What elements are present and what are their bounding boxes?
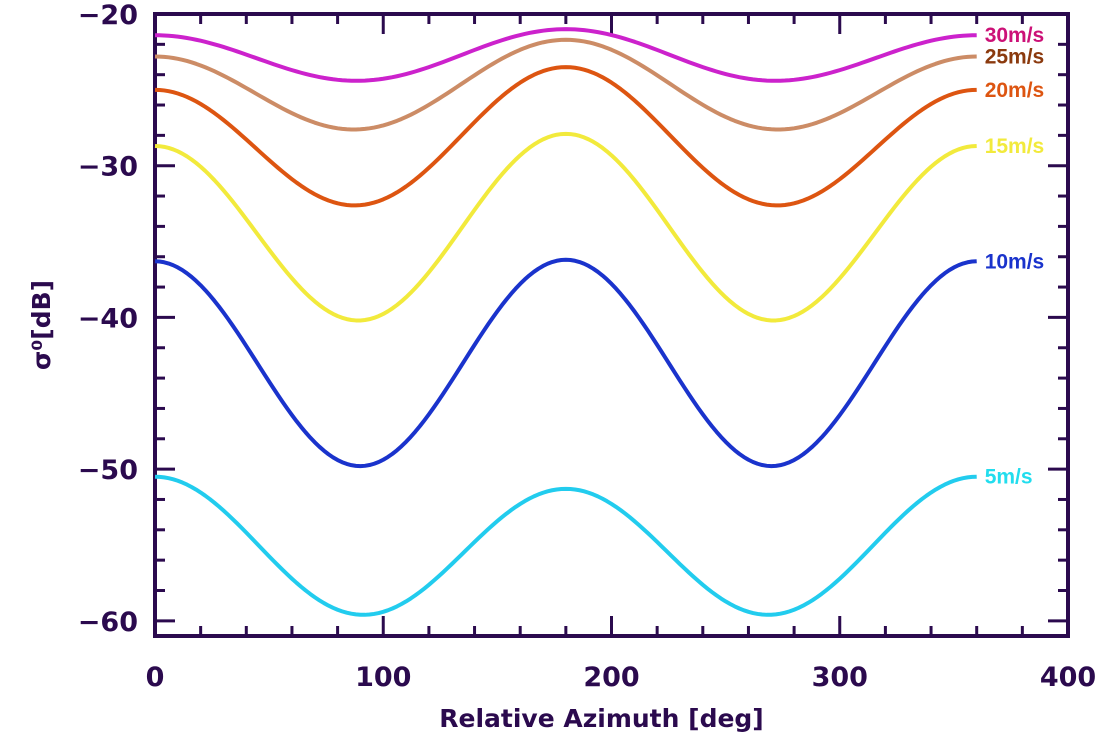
x-tick-label: 400 <box>1040 662 1096 693</box>
x-axis-title: Relative Azimuth [deg] <box>439 704 764 733</box>
y-tick-label: −30 <box>78 152 138 183</box>
x-tick-label: 300 <box>812 662 868 693</box>
series-line <box>154 474 977 617</box>
series-label: 25m/s <box>985 45 1045 68</box>
y-tick-label: −20 <box>78 0 138 31</box>
x-tick-label: 200 <box>583 662 639 693</box>
series-line <box>154 27 977 83</box>
x-tick-labels: 0 100 200 300 400 <box>146 662 1097 693</box>
x-tick-label: 0 <box>146 662 165 693</box>
series-label: 10m/s <box>985 250 1045 273</box>
y-tick-label: −60 <box>78 607 138 638</box>
series-line <box>154 257 977 469</box>
y-tick-label: −40 <box>78 303 138 334</box>
y-axis-title: σ⁰[dB] <box>27 280 56 370</box>
y-tick-labels: −60 −50 −40 −30 −20 <box>78 0 138 638</box>
plot-frame <box>153 12 1070 638</box>
series-label: 30m/s <box>985 24 1045 47</box>
series-line <box>154 37 977 132</box>
series-label: 5m/s <box>985 466 1033 489</box>
series-label: 20m/s <box>985 79 1045 102</box>
series-line <box>154 65 977 208</box>
series-label: 15m/s <box>985 135 1045 158</box>
axis-ticks <box>153 12 1070 636</box>
series-layer <box>154 27 977 617</box>
x-tick-label: 100 <box>355 662 411 693</box>
y-tick-label: −50 <box>78 455 138 486</box>
series-line <box>154 131 977 323</box>
